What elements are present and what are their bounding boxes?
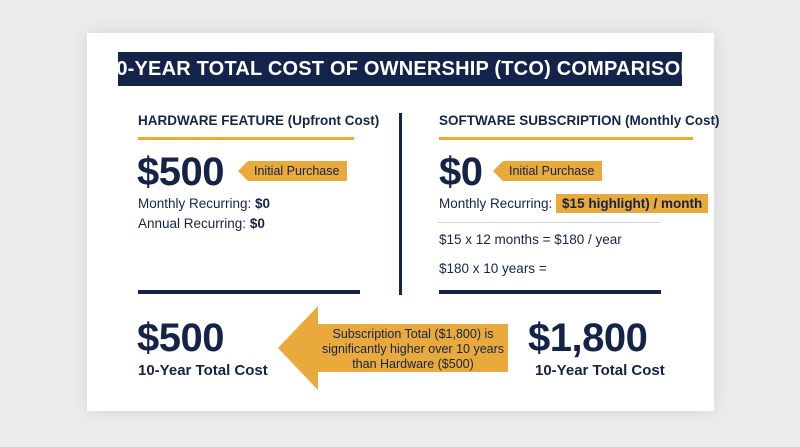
column-divider <box>399 113 402 295</box>
comparison-note-line-2: significantly higher over 10 years <box>321 342 505 356</box>
comparison-note: Subscription Total ($1,800) is significa… <box>318 327 508 372</box>
hardware-total-rule <box>138 290 360 294</box>
left-arrow-icon <box>278 306 508 390</box>
hardware-annual-label: Annual Recurring: <box>138 216 250 231</box>
hardware-heading: HARDWARE FEATURE (Upfront Cost) <box>138 113 379 140</box>
hardware-annual-recurring: Annual Recurring: $0 <box>138 216 265 231</box>
hardware-price: $500 <box>137 150 224 194</box>
hardware-monthly-value: $0 <box>255 196 271 211</box>
software-decade-calc: $180 x 10 years = <box>439 261 547 276</box>
hardware-monthly-label: Monthly Recurring: <box>138 196 256 211</box>
software-monthly-highlight: $15 highlight) / month <box>556 194 709 213</box>
software-total: $1,800 <box>528 316 648 360</box>
software-monthly-label: Monthly Recurring: <box>439 196 557 211</box>
hardware-initial-purchase-tag: Initial Purchase <box>237 161 348 181</box>
software-initial-purchase-tag: Initial Purchase <box>492 161 603 181</box>
software-monthly-recurring: Monthly Recurring: $15 highlight) / mont… <box>439 194 709 213</box>
hardware-total-label: 10-Year Total Cost <box>138 362 268 379</box>
comparison-note-line-3: than Hardware ($500) <box>352 357 474 371</box>
software-yearly-calc: $15 x 12 months = $180 / year <box>439 232 622 247</box>
page-title: 10-YEAR TOTAL COST OF OWNERSHIP (TCO) CO… <box>105 52 695 86</box>
software-price: $0 <box>439 150 483 194</box>
comparison-note-line-1: Subscription Total ($1,800) is <box>332 327 494 341</box>
software-heading: SOFTWARE SUBSCRIPTION (Monthly Cost) <box>439 113 720 140</box>
hardware-total: $500 <box>137 316 224 360</box>
software-total-rule <box>439 290 661 294</box>
software-separator <box>438 222 660 223</box>
hardware-monthly-recurring: Monthly Recurring: $0 <box>138 196 270 211</box>
hardware-annual-value: $0 <box>249 216 265 231</box>
software-total-label: 10-Year Total Cost <box>535 362 665 379</box>
